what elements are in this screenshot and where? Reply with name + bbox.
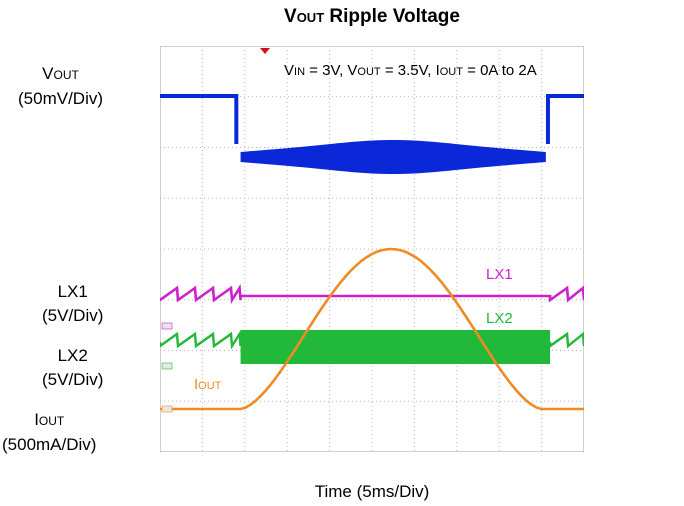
iout-label-name: IOUT (34, 410, 65, 429)
lx2-label-scale: (5V/Div) (42, 370, 104, 389)
lx2-trace-label: LX2 (486, 310, 513, 327)
lx1-trace (160, 284, 584, 304)
iout-trace-label: IOUT (194, 376, 222, 393)
x-axis-label: Time (5ms/Div) (314, 482, 430, 501)
vout-trace-steps (160, 94, 584, 144)
lx2-axis-label: LX2 (5V/Div) (42, 344, 103, 392)
oscilloscope-plot (160, 46, 584, 452)
chart-title: VOUT Ripple Voltage (284, 6, 460, 27)
channel-marker (161, 405, 173, 413)
vout-label-name: VOUT (42, 64, 79, 83)
lx2-trace (160, 330, 584, 350)
channel-marker (161, 362, 173, 370)
lx2-label-name: LX2 (57, 346, 88, 365)
lx2-switching-band (240, 330, 551, 364)
iout-axis-label: IOUT (500mA/Div) (2, 408, 96, 457)
iout-trace (160, 247, 584, 411)
vout-label-scale: (50mV/Div) (18, 89, 104, 108)
lx1-label-scale: (5V/Div) (42, 306, 104, 325)
channel-markers (161, 322, 173, 413)
channel-marker (161, 322, 173, 330)
trigger-marker (260, 48, 270, 54)
lx1-label-name: LX1 (57, 282, 88, 301)
vout-axis-label: VOUT (50mV/Div) (18, 62, 103, 111)
lx1-trace-label: LX1 (486, 266, 513, 283)
vout-ripple-band (240, 140, 546, 174)
test-conditions: VIN = 3V, VOUT = 3.5V, IOUT = 0A to 2A (284, 62, 537, 79)
iout-label-scale: (500mA/Div) (2, 435, 97, 454)
lx1-axis-label: LX1 (5V/Div) (42, 280, 103, 328)
